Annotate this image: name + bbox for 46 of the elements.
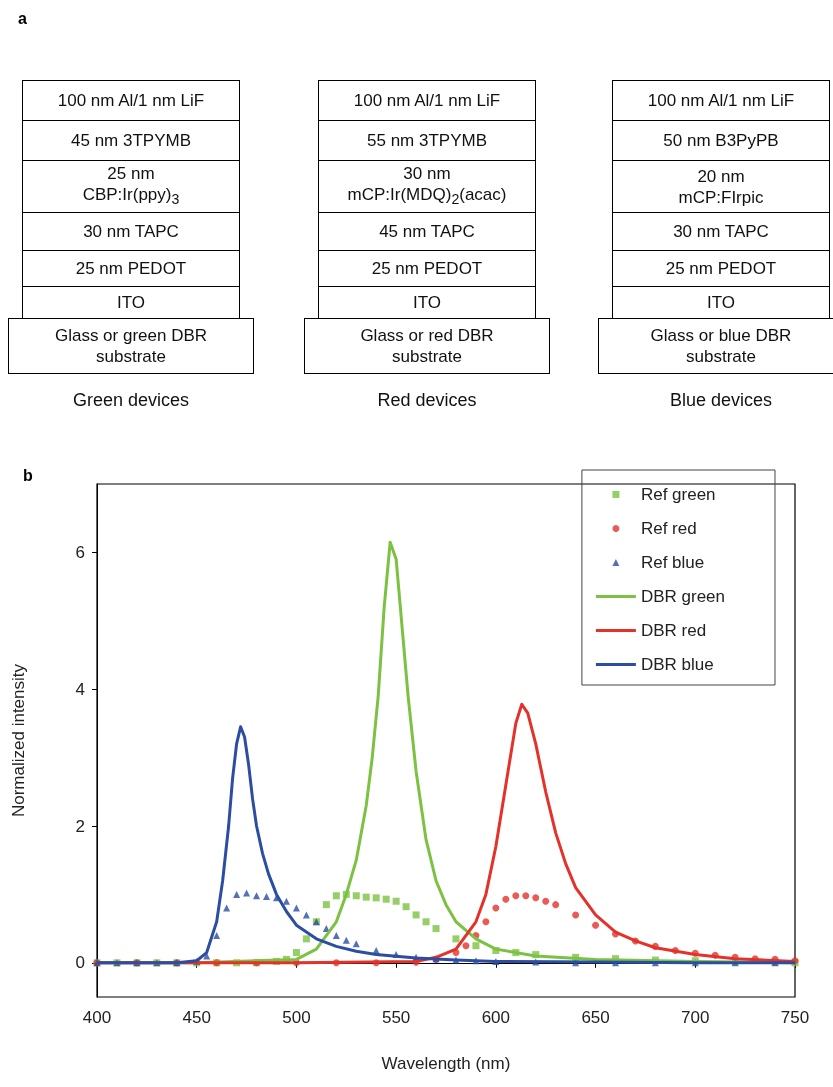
- text: ITO: [706, 293, 736, 313]
- text: 25 nm PEDOT: [371, 259, 483, 279]
- text: 45 nm 3TPYMB: [71, 131, 191, 151]
- text: 100 nm Al/1 nm LiF: [647, 91, 795, 111]
- legend-label: DBR blue: [640, 655, 714, 674]
- y-tick-label: 6: [75, 542, 85, 562]
- x-tick-label: 600: [481, 1008, 511, 1027]
- text: 25 nm PEDOT: [75, 259, 187, 279]
- x-tick-label: 450: [182, 1008, 211, 1027]
- x-tick-label: 550: [381, 1008, 411, 1027]
- text: a: [18, 10, 27, 28]
- text: ITO: [412, 293, 442, 313]
- text: 25 nm CBP:Ir(ppy)$_{3}$: [82, 164, 180, 208]
- category-label: Blue devices: [668, 390, 774, 411]
- text: 50 nm B3PyPB: [663, 131, 779, 151]
- category-label: Red devices: [376, 390, 478, 411]
- text: 20 nm mCP:FIrpic: [678, 166, 764, 207]
- x-tick-label: 700: [681, 1008, 710, 1027]
- legend-label: DBR green: [640, 587, 726, 606]
- text: 30 nm TAPC: [673, 222, 769, 242]
- x-tick-label: 500: [282, 1008, 311, 1027]
- y-tick-label: 2: [75, 816, 85, 836]
- text: 25 nm PEDOT: [665, 259, 777, 279]
- y-axis-title: Normalized intensity: [9, 663, 28, 818]
- legend-label: Ref red: [640, 519, 697, 538]
- category-label: Green devices: [71, 390, 191, 411]
- text: Glass or red DBR substrate: [360, 325, 494, 366]
- legend-label: DBR red: [640, 621, 707, 640]
- text: 100 nm Al/1 nm LiF: [353, 91, 501, 111]
- legend-label: Ref blue: [640, 553, 705, 572]
- legend-label: Ref green: [640, 485, 716, 504]
- x-axis-title: Wavelength (nm): [381, 1054, 511, 1073]
- text: 100 nm Al/1 nm LiF: [57, 91, 205, 111]
- text: Glass or green DBR substrate: [54, 325, 208, 366]
- x-tick-label: 400: [82, 1008, 112, 1027]
- text: 30 nm mCP:Ir(MDQ)$_{2}$(acac): [347, 164, 507, 208]
- x-tick-label: 650: [581, 1008, 610, 1027]
- text: Glass or blue DBR substrate: [650, 325, 792, 366]
- chart-title: b: [23, 466, 33, 484]
- y-tick-label: 4: [75, 679, 85, 699]
- text: ITO: [116, 293, 146, 313]
- text: 45 nm TAPC: [379, 222, 475, 242]
- y-tick-label: 0: [75, 953, 85, 973]
- x-tick-label: 750: [780, 1008, 810, 1027]
- text: 30 nm TAPC: [83, 222, 179, 242]
- text: 55 nm 3TPYMB: [367, 131, 487, 151]
